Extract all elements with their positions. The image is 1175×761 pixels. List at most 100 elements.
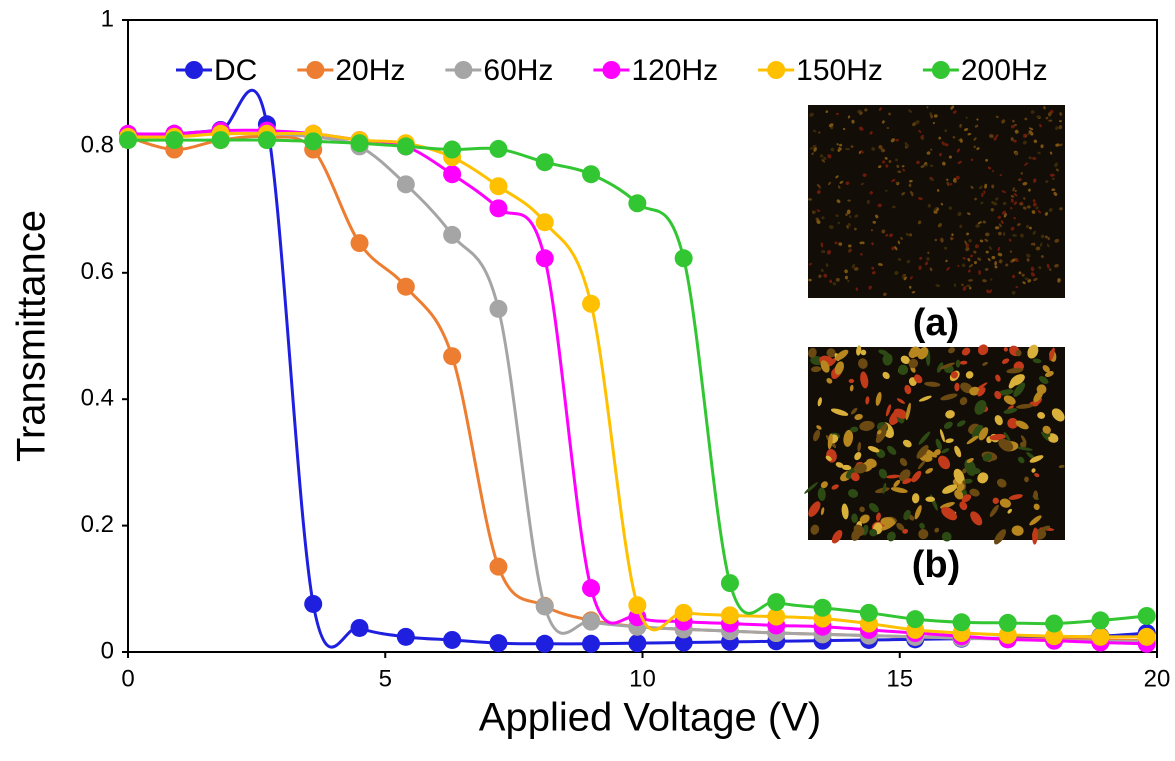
inset-speckle xyxy=(930,178,934,181)
inset-speckle xyxy=(1018,178,1021,182)
inset-speckle xyxy=(829,279,833,284)
inset-speckle xyxy=(867,446,880,453)
inset-speckle xyxy=(811,366,822,373)
inset-speckle xyxy=(964,128,969,132)
inset-speckle xyxy=(959,224,963,229)
inset-speckle xyxy=(938,136,942,140)
data-point xyxy=(628,596,647,615)
inset-speckle xyxy=(1014,129,1019,134)
data-point xyxy=(813,598,832,617)
inset-speckle xyxy=(1011,290,1016,295)
inset-speckle xyxy=(875,214,879,219)
inset-speckle xyxy=(896,398,906,404)
inset-speckle xyxy=(894,270,899,275)
inset-speckle xyxy=(882,371,890,380)
inset-speckle xyxy=(1033,503,1040,511)
data-point xyxy=(350,618,369,637)
inset-speckle xyxy=(848,215,852,218)
inset-speckle xyxy=(1020,172,1024,175)
inset-speckle xyxy=(835,214,839,218)
inset-speckle xyxy=(871,147,876,151)
inset-speckle xyxy=(920,164,925,168)
inset-speckle xyxy=(868,502,879,513)
inset-speckle xyxy=(966,284,971,288)
inset-speckle xyxy=(981,192,984,198)
inset-speckle xyxy=(979,185,983,190)
inset-speckle xyxy=(854,267,859,271)
inset-speckle xyxy=(1033,277,1038,282)
inset-speckle xyxy=(959,138,963,143)
inset-speckle xyxy=(940,237,944,243)
inset-speckle xyxy=(837,148,841,152)
data-point xyxy=(350,134,369,153)
inset-speckle xyxy=(987,166,992,170)
inset-speckle xyxy=(849,384,854,392)
inset-speckle xyxy=(1026,253,1031,258)
inset-speckle xyxy=(1053,191,1058,196)
inset-speckle xyxy=(895,158,898,162)
inset-speckle xyxy=(1014,257,1019,263)
inset-speckle xyxy=(977,387,986,397)
inset-speckle xyxy=(967,132,972,136)
inset-speckle xyxy=(880,517,895,526)
inset-speckle xyxy=(841,503,849,520)
inset-speckle xyxy=(936,189,940,192)
inset-speckle xyxy=(813,429,821,442)
inset-speckle xyxy=(1003,395,1016,405)
inset-speckle xyxy=(1029,515,1042,526)
inset-speckle xyxy=(893,408,908,419)
data-point xyxy=(443,225,462,244)
inset-speckle xyxy=(877,263,883,266)
inset-speckle xyxy=(823,156,827,160)
inset-speckle xyxy=(916,445,929,459)
inset-speckle xyxy=(1017,456,1025,464)
inset-speckle xyxy=(1049,151,1053,155)
inset-speckle xyxy=(945,259,948,263)
inset-speckle xyxy=(945,143,949,147)
inset-speckle xyxy=(1051,408,1065,422)
inset-speckle xyxy=(811,152,814,156)
inset-speckle xyxy=(826,250,832,255)
inset-speckle xyxy=(982,361,988,366)
inset-speckle xyxy=(837,185,841,189)
inset-speckle xyxy=(878,107,882,112)
inset-speckle xyxy=(1028,127,1034,131)
inset-speckle xyxy=(880,148,886,153)
data-point xyxy=(489,299,508,318)
legend-label: DC xyxy=(214,54,257,87)
inset-speckle xyxy=(991,255,996,260)
inset-speckle xyxy=(885,404,892,417)
inset-speckle xyxy=(1008,494,1023,500)
inset-speckle xyxy=(882,160,886,164)
inset-speckle xyxy=(935,438,943,451)
inset-speckle xyxy=(854,451,862,461)
inset-speckle xyxy=(982,279,987,283)
inset-speckle xyxy=(856,345,862,356)
inset-speckle xyxy=(969,488,980,497)
data-point xyxy=(628,634,647,653)
data-point xyxy=(535,153,554,172)
inset-speckle xyxy=(950,236,953,241)
inset-speckle xyxy=(878,145,883,150)
inset-speckle xyxy=(954,489,964,500)
legend-label: 60Hz xyxy=(483,54,553,87)
inset-speckle xyxy=(959,123,962,128)
inset-label: (b) xyxy=(912,544,961,586)
inset-speckle xyxy=(897,258,902,261)
data-point xyxy=(859,603,878,622)
inset-speckle xyxy=(1012,187,1015,192)
inset-speckle xyxy=(818,274,822,279)
inset-speckle xyxy=(998,259,1003,264)
data-point xyxy=(396,175,415,194)
inset-speckle xyxy=(955,175,960,180)
inset-speckle xyxy=(959,397,968,406)
inset-speckle xyxy=(859,506,865,513)
inset-speckle xyxy=(1032,199,1036,203)
inset-speckle xyxy=(900,236,903,240)
data-point xyxy=(582,579,601,598)
data-point xyxy=(767,593,786,612)
inset-speckle xyxy=(955,359,961,368)
inset-speckle xyxy=(865,396,870,405)
inset-speckle xyxy=(961,283,964,287)
inset-speckle xyxy=(946,266,950,271)
